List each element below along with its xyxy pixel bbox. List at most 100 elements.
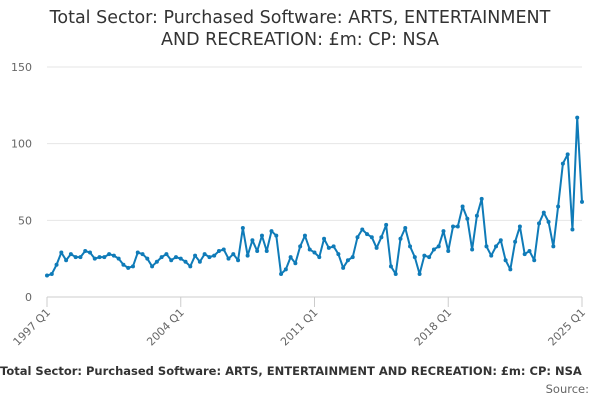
x-tick-label-2: 2011 Q1	[278, 306, 321, 349]
data-point	[494, 244, 499, 249]
data-point	[264, 249, 269, 253]
data-point	[193, 253, 198, 258]
data-point	[556, 204, 561, 209]
data-point	[54, 262, 59, 267]
data-point	[302, 233, 307, 238]
data-point	[183, 259, 188, 264]
data-point	[150, 264, 155, 269]
data-point	[546, 219, 551, 224]
y-axis-ticks: 0 50 100 150	[11, 61, 32, 304]
data-point	[455, 224, 460, 229]
data-point	[474, 213, 479, 218]
data-point	[188, 264, 193, 269]
data-point	[231, 252, 236, 257]
data-point	[527, 249, 532, 253]
data-point	[517, 224, 522, 229]
data-point	[107, 252, 112, 257]
data-point	[365, 232, 370, 237]
data-point	[331, 244, 336, 249]
data-point	[255, 249, 260, 253]
data-point	[126, 265, 131, 270]
data-point	[259, 233, 264, 238]
data-point	[288, 255, 293, 260]
data-point	[68, 252, 73, 257]
data-point	[431, 247, 436, 252]
data-point	[460, 204, 465, 209]
data-point	[207, 255, 212, 260]
data-point	[216, 249, 221, 253]
data-point	[408, 244, 413, 249]
data-point	[274, 233, 279, 238]
data-point	[250, 238, 255, 243]
data-point	[355, 235, 360, 240]
data-point	[307, 247, 312, 252]
data-point	[560, 161, 565, 166]
data-point	[336, 252, 341, 257]
data-point	[551, 244, 556, 249]
data-point	[451, 224, 456, 229]
data-point	[422, 253, 427, 258]
data-point	[236, 258, 241, 263]
chart-title: Total Sector: Purchased Software: ARTS, …	[0, 7, 600, 51]
data-point	[197, 259, 202, 264]
grid-lines	[47, 66, 582, 221]
data-point	[121, 262, 126, 267]
data-point	[465, 216, 470, 221]
data-point	[221, 247, 226, 252]
data-point	[159, 255, 164, 260]
data-point	[369, 235, 374, 240]
data-point	[341, 265, 346, 270]
data-point	[417, 272, 422, 276]
data-point	[178, 256, 183, 261]
data-point	[173, 255, 178, 260]
data-point	[202, 252, 207, 257]
data-point	[446, 249, 451, 253]
data-point	[92, 256, 97, 261]
chart-title-line-2: AND RECREATION: £m: CP: NSA	[161, 30, 439, 50]
data-point	[393, 272, 398, 276]
x-tick-label-0: 1997 Q1	[11, 306, 54, 349]
data-point	[489, 253, 494, 258]
data-point	[169, 258, 174, 263]
data-point	[212, 253, 217, 258]
data-point	[427, 255, 432, 260]
chart-title-line-1: Total Sector: Purchased Software: ARTS, …	[49, 8, 551, 28]
data-point	[570, 227, 575, 232]
y-tick-label-100: 100	[11, 138, 32, 151]
data-point	[326, 245, 331, 250]
data-point	[532, 258, 537, 263]
data-point	[145, 256, 150, 261]
data-point	[269, 229, 274, 234]
data-point	[78, 255, 83, 260]
y-tick-label-0: 0	[25, 291, 32, 304]
data-point	[522, 252, 527, 257]
data-point	[384, 222, 389, 227]
data-point	[345, 258, 350, 263]
data-point	[97, 255, 102, 260]
data-point	[64, 258, 69, 263]
x-tick-label-3: 2018 Q1	[412, 306, 455, 349]
x-tick-label-4: 2025 Q1	[546, 306, 589, 349]
data-point	[293, 261, 298, 266]
data-point	[379, 235, 384, 240]
data-point	[283, 267, 288, 272]
data-point	[412, 255, 417, 260]
data-point	[111, 253, 116, 258]
data-point	[403, 226, 408, 230]
data-point	[508, 267, 513, 272]
data-point	[322, 236, 327, 241]
data-point	[45, 273, 49, 278]
data-point	[298, 244, 303, 249]
data-points	[45, 115, 584, 278]
data-point	[102, 255, 107, 260]
data-point	[350, 255, 355, 260]
data-point	[470, 247, 475, 252]
data-point	[513, 239, 518, 244]
data-point	[59, 250, 64, 255]
y-tick-label-150: 150	[11, 61, 32, 74]
data-point	[240, 226, 245, 230]
x-axis-ticks: 1997 Q1 2004 Q1 2011 Q1 2018 Q1 2025 Q1	[11, 297, 589, 349]
data-point	[312, 250, 317, 255]
footer-source: Source:	[545, 382, 589, 396]
